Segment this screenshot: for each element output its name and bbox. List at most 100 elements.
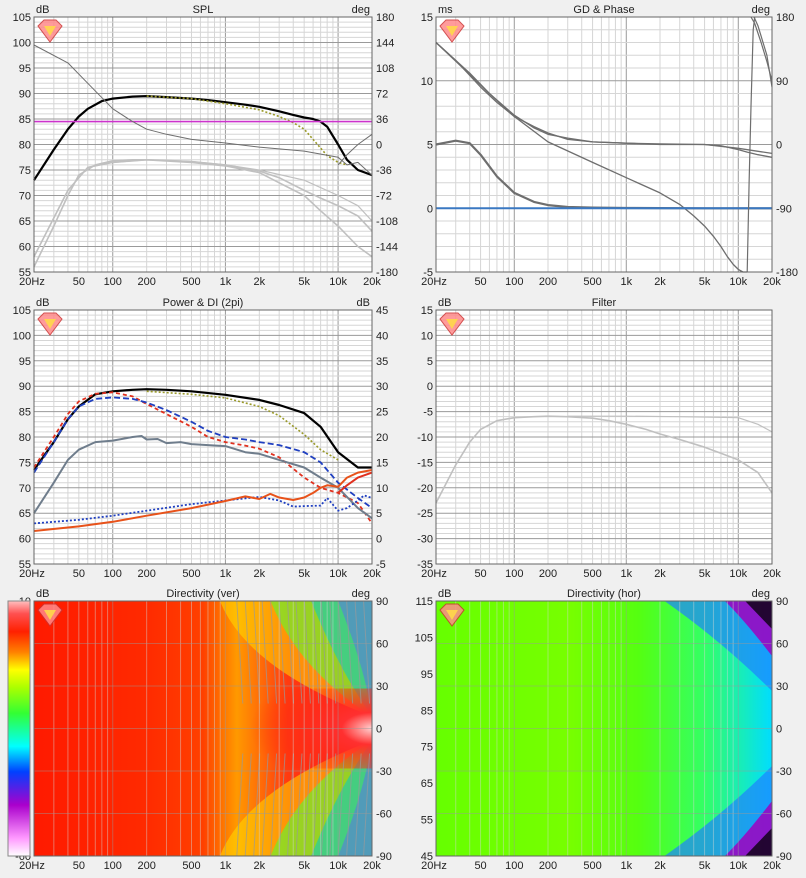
y-tick-label: 100 <box>13 38 31 50</box>
y2-tick-label: 20 <box>376 432 388 444</box>
x-tick-label: 10k <box>729 568 747 580</box>
x-tick-label: 500 <box>182 860 200 872</box>
x-tick-label: 20Hz <box>19 860 45 872</box>
series-line-8 <box>750 16 773 81</box>
contour-l-12 <box>337 753 345 857</box>
x-tick-label: 20Hz <box>421 276 447 288</box>
y2-tick-label: 180 <box>376 12 394 24</box>
plot-border <box>33 309 373 565</box>
x-tick-label: 200 <box>137 860 155 872</box>
y-tick-label: 90 <box>19 89 31 101</box>
y-tick-label: 85 <box>19 114 31 126</box>
x-tick-label: 1k <box>620 568 632 580</box>
colorbar-tick-label: 65 <box>421 778 433 790</box>
y2-tick-label: 90 <box>376 596 388 608</box>
x-tick-label: 100 <box>505 568 523 580</box>
x-tick-label: 500 <box>583 860 601 872</box>
y-tick-label: 0 <box>427 203 433 215</box>
contour-u-15 <box>363 600 371 704</box>
series-line-8 <box>337 133 373 166</box>
contour-l-0 <box>236 753 244 857</box>
y-tick-label: 100 <box>13 330 31 342</box>
axis-core <box>219 688 372 769</box>
contour-u-0 <box>236 600 244 704</box>
y-tick-label: 15 <box>421 305 433 317</box>
y-tick-label: -25 <box>417 508 433 520</box>
x-tick-label: 20Hz <box>19 276 45 288</box>
x-tick-label: 500 <box>182 276 200 288</box>
series-group <box>435 16 773 273</box>
y2-tick-label: -72 <box>376 191 392 203</box>
x-tick-label: 2k <box>254 568 266 580</box>
left-axis-unit: dB <box>36 297 49 309</box>
x-tick-label: 10k <box>329 568 347 580</box>
x-tick-label: 50 <box>474 568 486 580</box>
contour-l-5 <box>278 753 286 857</box>
y-tick-label: 70 <box>19 191 31 203</box>
y2-tick-label: 90 <box>776 596 788 608</box>
chart-title: Power & DI (2pi) <box>163 297 244 309</box>
chart-title: Filter <box>592 297 617 309</box>
x-tick-label: 100 <box>104 276 122 288</box>
y2-tick-label: -108 <box>376 216 398 228</box>
chart-panel-power: Power & DI (2pi) dB dB 55 60 65 70 75 80 85 90 95 10… <box>13 297 389 580</box>
contour-u-3 <box>261 600 269 704</box>
colorbar-tick-label: 95 <box>421 669 433 681</box>
series-group <box>33 388 373 532</box>
series-line-4 <box>33 44 373 176</box>
x-tick-label: 20Hz <box>421 860 447 872</box>
x-tick-label: 10k <box>329 860 347 872</box>
gem-core <box>446 610 458 620</box>
series-line-2 <box>567 415 773 433</box>
y2-tick-label: -180 <box>776 267 798 279</box>
colorbar-tick-label: 45 <box>421 851 433 863</box>
plot-border <box>435 309 773 565</box>
y-tick-label: 75 <box>19 165 31 177</box>
x-tick-label: 100 <box>505 860 523 872</box>
y-tick-label: 65 <box>19 216 31 228</box>
contour-l-9 <box>312 753 320 857</box>
contour-u-11 <box>329 600 337 704</box>
x-tick-label: 2k <box>654 860 666 872</box>
x-tick-label: 5k <box>298 860 310 872</box>
x-tick-label: 1k <box>220 860 232 872</box>
x-tick-label: 500 <box>583 568 601 580</box>
contour-l-10 <box>320 753 328 857</box>
y-tick-label: 75 <box>19 457 31 469</box>
x-tick-label: 20k <box>363 568 381 580</box>
y-tick-label: -5 <box>423 267 433 279</box>
y-tick-label: -10 <box>417 432 433 444</box>
y2-tick-label: 15 <box>376 457 388 469</box>
contour-l-3 <box>261 753 269 857</box>
chart-panel-spl: SPL dB deg 55 60 65 70 75 80 85 90 95 100 105 -180 -144… <box>13 4 398 288</box>
gem-core <box>446 26 458 36</box>
x-tick-label: 500 <box>182 568 200 580</box>
series-line-2 <box>146 95 348 166</box>
y2-tick-label: 0 <box>376 724 382 736</box>
y2-tick-label: 5 <box>376 508 382 520</box>
y-tick-label: 10 <box>421 330 433 342</box>
contour-l-15 <box>363 753 371 857</box>
y2-tick-label: -180 <box>376 267 398 279</box>
x-tick-label: 500 <box>583 276 601 288</box>
gem-core <box>44 319 56 329</box>
x-tick-label: 20Hz <box>421 568 447 580</box>
grid <box>33 16 373 273</box>
y2-tick-label: -60 <box>376 809 392 821</box>
contour-l-14 <box>354 753 362 857</box>
contour-u-8 <box>303 600 311 704</box>
x-tick-label: 20k <box>763 568 781 580</box>
x-tick-label: 50 <box>474 860 486 872</box>
series-line-8 <box>337 471 373 494</box>
corner-black-lower <box>745 828 772 856</box>
y-tick-label: -5 <box>423 407 433 419</box>
grid <box>33 600 373 857</box>
y2-tick-label: -144 <box>376 242 398 254</box>
x-tick-label: 5k <box>699 568 711 580</box>
colorbar <box>7 600 31 857</box>
contour-u-2 <box>253 600 261 704</box>
y-tick-label: 95 <box>19 63 31 75</box>
y2-tick-label: 108 <box>376 63 394 75</box>
y2-tick-label: -36 <box>376 165 392 177</box>
y2-tick-label: 0 <box>376 140 382 152</box>
